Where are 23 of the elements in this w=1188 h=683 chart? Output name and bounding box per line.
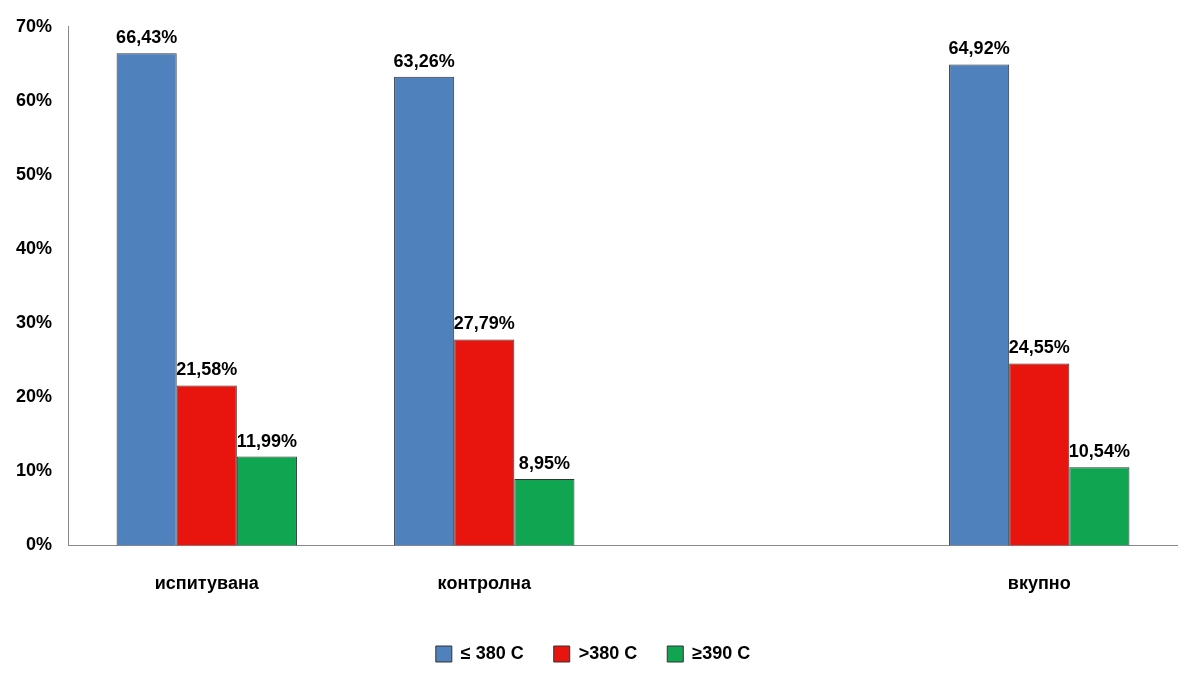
y-tick-label: 70% [16,15,53,36]
data-label: 64,92% [948,38,1010,59]
data-label: 8,95% [518,453,570,474]
data-label: 24,55% [1008,337,1070,358]
legend-label: >380 C [578,642,638,663]
legend-label: ≥390 C [692,642,751,663]
data-label: 66,43% [116,27,178,48]
data-label: 27,79% [453,313,515,334]
y-tick-label: 30% [16,312,53,333]
data-label: 10,54% [1068,441,1130,462]
y-tick-label: 60% [16,89,53,110]
x-tick-label: испитувана [154,573,260,594]
y-tick-label: 40% [16,238,53,259]
data-label: 21,58% [176,359,238,380]
y-tick-label: 0% [26,534,53,555]
x-tick-label: контролна [437,573,532,594]
y-tick-label: 20% [16,386,53,407]
data-label: 63,26% [393,50,455,71]
y-tick-label: 10% [16,460,53,481]
data-label: 11,99% [236,430,297,451]
legend-label: ≤ 380 C [460,642,524,663]
x-tick-label: вкупно [1007,573,1071,594]
y-tick-label: 50% [16,163,53,184]
